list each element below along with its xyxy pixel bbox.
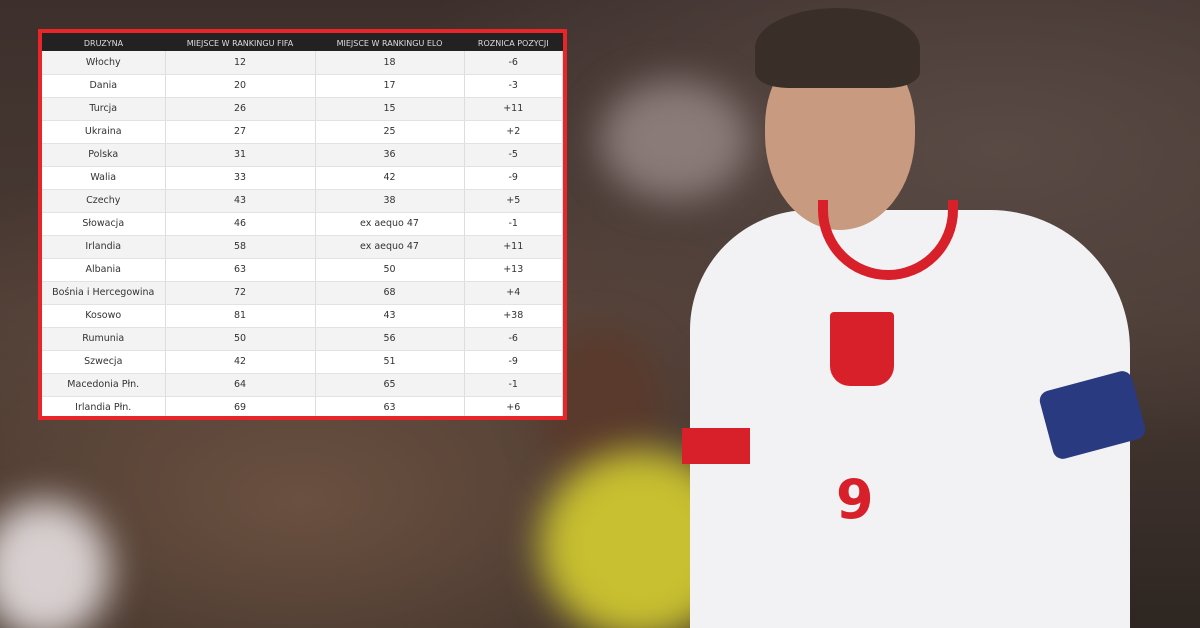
table-header: DRUZYNA MIEJSCE W RANKINGU FIFA MIEJSCE W … bbox=[42, 33, 563, 51]
elo-rank-cell: 68 bbox=[315, 281, 465, 305]
elo-rank-cell: 18 bbox=[315, 51, 465, 75]
player-hair bbox=[755, 8, 920, 88]
difference-cell: -6 bbox=[464, 51, 563, 75]
difference-cell: +11 bbox=[464, 97, 563, 121]
difference-cell: +13 bbox=[464, 258, 563, 282]
ranking-table: DRUZYNA MIEJSCE W RANKINGU FIFA MIEJSCE W … bbox=[42, 33, 563, 416]
difference-cell: +2 bbox=[464, 120, 563, 144]
ranking-table-panel: DRUZYNA MIEJSCE W RANKINGU FIFA MIEJSCE W … bbox=[38, 29, 567, 420]
team-cell: Rumunia bbox=[42, 327, 166, 351]
table-row: Słowacja 46 ex aequo 47 -1 bbox=[42, 212, 563, 236]
fifa-rank-cell: 33 bbox=[165, 166, 316, 190]
team-cell: Albania bbox=[42, 258, 166, 282]
team-cell: Czechy bbox=[42, 189, 166, 213]
fifa-rank-cell: 50 bbox=[165, 327, 316, 351]
header-team: DRUZYNA bbox=[42, 33, 165, 51]
difference-cell: -9 bbox=[464, 350, 563, 374]
team-cell: Walia bbox=[42, 166, 166, 190]
team-cell: Turcja bbox=[42, 97, 166, 121]
table-row: Włochy 12 18 -6 bbox=[42, 51, 563, 75]
elo-rank-cell: 43 bbox=[315, 304, 465, 328]
difference-cell: +4 bbox=[464, 281, 563, 305]
table-row: Irlandia 58 ex aequo 47 +11 bbox=[42, 235, 563, 259]
fifa-rank-cell: 31 bbox=[165, 143, 316, 167]
fifa-rank-cell: 42 bbox=[165, 350, 316, 374]
table-row: Macedonia Płn. 64 65 -1 bbox=[42, 373, 563, 397]
table-row: Turcja 26 15 +11 bbox=[42, 97, 563, 121]
elo-rank-cell: 15 bbox=[315, 97, 465, 121]
elo-rank-cell: ex aequo 47 bbox=[315, 235, 465, 259]
difference-cell: +6 bbox=[464, 396, 563, 416]
team-cell: Słowacja bbox=[42, 212, 166, 236]
team-cell: Włochy bbox=[42, 51, 166, 75]
fifa-rank-cell: 81 bbox=[165, 304, 316, 328]
fifa-rank-cell: 27 bbox=[165, 120, 316, 144]
difference-cell: -6 bbox=[464, 327, 563, 351]
fifa-rank-cell: 26 bbox=[165, 97, 316, 121]
fifa-rank-cell: 69 bbox=[165, 396, 316, 416]
table-row: Walia 33 42 -9 bbox=[42, 166, 563, 190]
elo-rank-cell: 51 bbox=[315, 350, 465, 374]
table-row: Rumunia 50 56 -6 bbox=[42, 327, 563, 351]
table-row: Albania 63 50 +13 bbox=[42, 258, 563, 282]
header-elo-rank: MIEJSCE W RANKINGU ELO bbox=[315, 33, 464, 51]
team-cell: Bośnia i Hercegowina bbox=[42, 281, 166, 305]
difference-cell: +5 bbox=[464, 189, 563, 213]
table-row: Kosowo 81 43 +38 bbox=[42, 304, 563, 328]
team-cell: Kosowo bbox=[42, 304, 166, 328]
table-row: Bośnia i Hercegowina 72 68 +4 bbox=[42, 281, 563, 305]
elo-rank-cell: 63 bbox=[315, 396, 465, 416]
elo-rank-cell: 38 bbox=[315, 189, 465, 213]
difference-cell: -9 bbox=[464, 166, 563, 190]
fifa-rank-cell: 20 bbox=[165, 74, 316, 98]
team-cell: Dania bbox=[42, 74, 166, 98]
table-row: Polska 31 36 -5 bbox=[42, 143, 563, 167]
fifa-rank-cell: 12 bbox=[165, 51, 316, 75]
elo-rank-cell: 25 bbox=[315, 120, 465, 144]
fifa-rank-cell: 64 bbox=[165, 373, 316, 397]
difference-cell: -3 bbox=[464, 74, 563, 98]
difference-cell: -1 bbox=[464, 212, 563, 236]
team-cell: Polska bbox=[42, 143, 166, 167]
table-row: Czechy 43 38 +5 bbox=[42, 189, 563, 213]
team-cell: Irlandia bbox=[42, 235, 166, 259]
difference-cell: -5 bbox=[464, 143, 563, 167]
difference-cell: +11 bbox=[464, 235, 563, 259]
sleeve-cuff bbox=[682, 428, 750, 464]
team-cell: Szwecja bbox=[42, 350, 166, 374]
elo-rank-cell: 56 bbox=[315, 327, 465, 351]
shirt-number: 9 bbox=[836, 468, 874, 531]
team-cell: Irlandia Płn. bbox=[42, 396, 166, 416]
difference-cell: -1 bbox=[464, 373, 563, 397]
fifa-rank-cell: 63 bbox=[165, 258, 316, 282]
fifa-rank-cell: 58 bbox=[165, 235, 316, 259]
elo-rank-cell: 65 bbox=[315, 373, 465, 397]
elo-rank-cell: ex aequo 47 bbox=[315, 212, 465, 236]
table-row: Szwecja 42 51 -9 bbox=[42, 350, 563, 374]
crest-icon bbox=[830, 312, 894, 386]
elo-rank-cell: 36 bbox=[315, 143, 465, 167]
fifa-rank-cell: 72 bbox=[165, 281, 316, 305]
elo-rank-cell: 17 bbox=[315, 74, 465, 98]
header-fifa-rank: MIEJSCE W RANKINGU FIFA bbox=[165, 33, 315, 51]
team-cell: Macedonia Płn. bbox=[42, 373, 166, 397]
fifa-rank-cell: 46 bbox=[165, 212, 316, 236]
table-row: Ukraina 27 25 +2 bbox=[42, 120, 563, 144]
difference-cell: +38 bbox=[464, 304, 563, 328]
table-row: Irlandia Płn. 69 63 +6 bbox=[42, 396, 563, 416]
fifa-rank-cell: 43 bbox=[165, 189, 316, 213]
header-difference: ROZNICA POZYCJI bbox=[464, 33, 563, 51]
elo-rank-cell: 42 bbox=[315, 166, 465, 190]
elo-rank-cell: 50 bbox=[315, 258, 465, 282]
table-row: Dania 20 17 -3 bbox=[42, 74, 563, 98]
team-cell: Ukraina bbox=[42, 120, 166, 144]
